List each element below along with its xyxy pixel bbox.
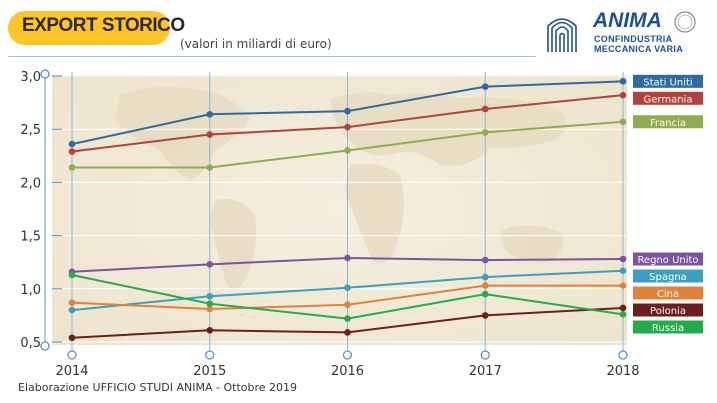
legend-item: Germania (633, 91, 703, 105)
data-point (68, 140, 76, 148)
x-tick-label: 2017 (469, 364, 502, 379)
x-tick-marker (205, 350, 215, 360)
header-divider (8, 56, 536, 57)
data-point (481, 273, 489, 281)
y-axis-end-marker (40, 69, 50, 79)
data-point (344, 301, 351, 309)
data-point (481, 105, 489, 113)
legend-item: Cina (633, 286, 703, 300)
legend-swatch (633, 286, 703, 300)
data-point (68, 164, 76, 171)
legend: Stati Uniti Germania Francia Regno Unito Spa… (633, 74, 703, 334)
legend-label: Russia (652, 323, 684, 334)
y-axis-end-marker (40, 341, 50, 351)
x-tick-label: 2018 (606, 364, 639, 379)
data-point (619, 267, 627, 275)
data-point (68, 334, 76, 342)
data-point (619, 255, 627, 263)
legend-item: Spagna (633, 269, 703, 283)
title-pill (8, 11, 170, 45)
logo-line1: CONFINDUSTRIA (594, 34, 673, 44)
data-point (344, 107, 351, 115)
legend-label: Francia (650, 118, 686, 129)
data-point (68, 148, 76, 155)
page-subtitle: (valori in miliardi di euro) (180, 37, 332, 51)
data-point (206, 111, 214, 118)
legend-label: Germania (644, 94, 693, 105)
data-point (344, 254, 351, 262)
data-point (481, 312, 489, 319)
y-axis: 0,5 1,0 1,5 2,0 2,5 3,0 (20, 69, 62, 351)
y-tick-label: 2,0 (20, 176, 41, 191)
series-lines (68, 78, 627, 342)
data-point (68, 306, 76, 314)
anima-logo-icon (547, 11, 696, 52)
logo-wordmark: ANIMA (593, 9, 662, 32)
data-point (344, 284, 351, 292)
y-tick-label: 3,0 (20, 70, 41, 85)
data-point (344, 147, 351, 154)
data-point (619, 311, 627, 318)
legend-swatch (633, 252, 703, 266)
data-point (206, 131, 214, 138)
data-point (206, 326, 214, 334)
x-tick-marker (67, 350, 77, 360)
legend-item: Russia (633, 320, 703, 334)
data-point (206, 261, 214, 268)
legend-label: Spagna (649, 272, 687, 283)
y-tick-label: 1,0 (20, 283, 41, 298)
data-point (481, 256, 489, 264)
legend-label: Stati Uniti (643, 77, 692, 88)
data-point (344, 315, 351, 322)
data-point (68, 299, 76, 306)
data-point (206, 300, 214, 307)
legend-swatch (633, 320, 703, 334)
data-point (344, 329, 351, 336)
data-point (481, 290, 489, 298)
legend-swatch (633, 303, 703, 317)
legend-swatch (633, 269, 703, 283)
y-tick-label: 2,5 (20, 123, 41, 138)
y-tick-label: 0,5 (20, 336, 41, 351)
x-tick-label: 2016 (331, 364, 364, 379)
legend-swatch (633, 115, 703, 129)
x-tick-label: 2014 (55, 364, 88, 379)
y-tick-label: 1,5 (20, 230, 41, 245)
legend-label: Polonia (650, 306, 686, 317)
data-point (619, 91, 627, 99)
data-point (206, 292, 214, 300)
x-axis: 2014 2015 2016 2017 2018 (55, 350, 640, 379)
data-point (481, 83, 489, 90)
legend-item: Francia (633, 115, 703, 129)
data-point (344, 123, 351, 131)
data-point (619, 304, 627, 312)
data-point (206, 164, 214, 171)
legend-label: Cina (657, 289, 679, 300)
legend-item: Stati Uniti (633, 74, 703, 88)
x-tick-label: 2015 (193, 364, 226, 379)
source-note: Elaborazione UFFICIO STUDI ANIMA - Ottob… (18, 381, 298, 394)
data-point (481, 282, 489, 289)
x-tick-marker (342, 350, 353, 360)
data-point (481, 129, 489, 136)
legend-item: Polonia (633, 303, 703, 317)
logo-line2: MECCANICA VARIA (594, 44, 683, 54)
data-point (619, 282, 627, 289)
legend-label: Regno Unito (637, 255, 698, 266)
legend-swatch (633, 74, 703, 88)
data-point (619, 78, 627, 85)
page-title: EXPORT STORICO (22, 15, 185, 36)
grid (52, 72, 627, 352)
data-point (68, 271, 76, 279)
data-point (619, 118, 627, 126)
legend-swatch (633, 91, 703, 105)
legend-item: Regno Unito (633, 252, 703, 266)
x-tick-marker (480, 350, 490, 360)
data-point (206, 305, 214, 313)
x-tick-marker (618, 350, 628, 360)
